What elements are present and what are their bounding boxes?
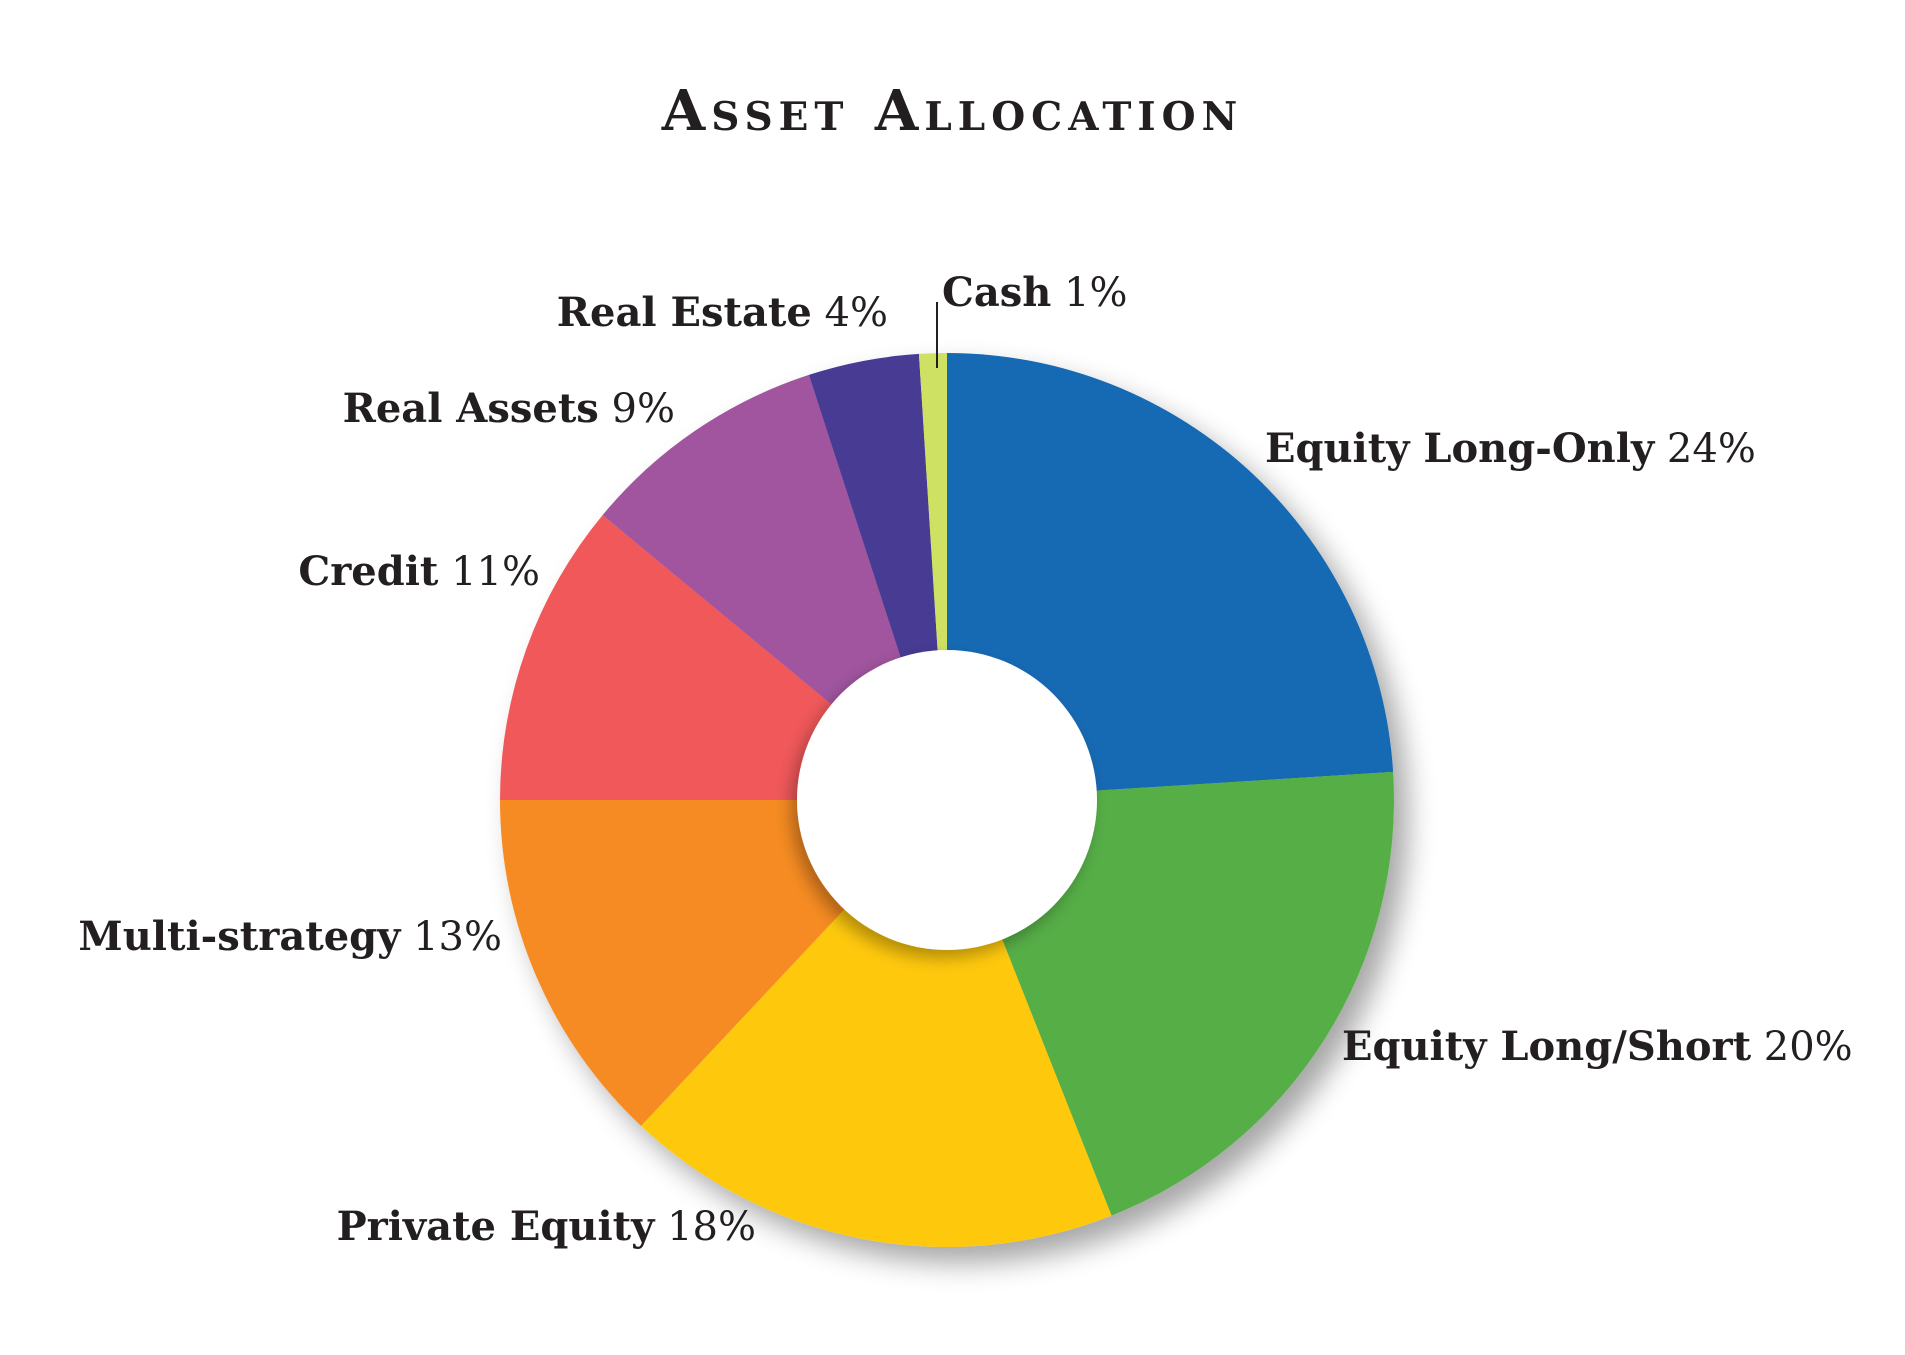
label-name: Private Equity xyxy=(337,1203,657,1250)
label-equity-long-short: Equity Long/Short 20% xyxy=(1342,1023,1853,1070)
label-name: Cash xyxy=(942,269,1051,316)
slice-labels: Equity Long-Only 24% Equity Long/Short 20… xyxy=(78,269,1852,1250)
label-cash: Cash 1% xyxy=(942,269,1128,316)
label-name: Real Assets xyxy=(343,385,599,432)
slice-private-equity xyxy=(641,800,1112,1247)
label-value: 13% xyxy=(400,914,502,960)
label-name: Multi-strategy xyxy=(78,913,402,960)
label-equity-long-only: Equity Long-Only 24% xyxy=(1265,425,1756,472)
label-value: 20% xyxy=(1751,1024,1853,1070)
label-multi-strategy: Multi-strategy 13% xyxy=(78,913,502,960)
label-name: Real Estate xyxy=(557,289,812,336)
label-value: 11% xyxy=(438,549,540,595)
label-private-equity: Private Equity 18% xyxy=(337,1203,756,1250)
donut-hole xyxy=(797,650,1097,950)
label-real-assets: Real Assets 9% xyxy=(343,385,675,432)
label-name: Equity Long/Short xyxy=(1342,1023,1752,1070)
label-value: 9% xyxy=(599,386,675,432)
label-credit: Credit 11% xyxy=(298,548,540,595)
label-name: Equity Long-Only xyxy=(1265,425,1656,472)
label-real-estate: Real Estate 4% xyxy=(557,289,888,336)
slice-equity-long-only xyxy=(947,353,1394,800)
chart-title: Asset Allocation xyxy=(661,78,1244,144)
label-value: 1% xyxy=(1051,270,1127,316)
label-value: 4% xyxy=(812,290,888,336)
label-value: 18% xyxy=(654,1204,756,1250)
label-value: 24% xyxy=(1654,426,1756,472)
label-name: Credit xyxy=(298,548,439,595)
